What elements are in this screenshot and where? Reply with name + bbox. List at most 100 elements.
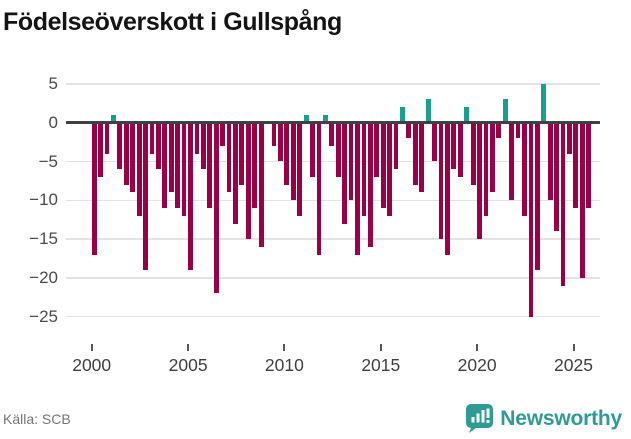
y-tick-label: −25: [29, 306, 58, 326]
bar-2022T1[interactable]: [515, 122, 521, 139]
bar-2025T3[interactable]: [586, 122, 592, 209]
bar-2015T1[interactable]: [380, 122, 386, 209]
bar-2020T3[interactable]: [489, 122, 495, 193]
bar-2019T3[interactable]: [470, 122, 476, 185]
bar-2006T3[interactable]: [220, 122, 226, 146]
bar-2005T3[interactable]: [200, 122, 206, 170]
y-tick-label: 5: [48, 73, 58, 93]
bar-2004T3[interactable]: [181, 122, 187, 216]
bar-2004T2[interactable]: [175, 122, 181, 209]
bar-2005T1[interactable]: [188, 122, 193, 271]
x-tick-label: 2025: [554, 355, 593, 375]
y-tick-label: −20: [29, 267, 58, 287]
bar-2021T1[interactable]: [496, 122, 502, 139]
bar-2000T2[interactable]: [98, 122, 103, 177]
bar-2013T3[interactable]: [355, 122, 360, 255]
bar-2001T2[interactable]: [117, 122, 123, 170]
x-tick-mark: [283, 344, 286, 351]
bar-2008T1[interactable]: [245, 122, 251, 240]
bar-2018T3[interactable]: [451, 122, 457, 170]
newsworthy-bubble-icon: [466, 404, 494, 433]
bar-2011T2[interactable]: [310, 122, 315, 177]
x-tick-mark: [90, 344, 93, 351]
source-label: Källa: SCB: [3, 411, 71, 427]
bar-2010T3[interactable]: [297, 122, 303, 216]
bar-2012T1[interactable]: [322, 114, 328, 123]
bar-2025T1[interactable]: [573, 122, 579, 209]
bar-2014T2[interactable]: [367, 122, 373, 247]
bar-2002T2[interactable]: [136, 122, 142, 216]
bar-2022T3[interactable]: [528, 122, 534, 317]
bar-2012T2[interactable]: [329, 122, 335, 146]
bar-2016T1[interactable]: [400, 107, 405, 123]
bar-2010T2[interactable]: [290, 122, 296, 201]
bar-2007T1[interactable]: [226, 122, 232, 193]
bar-2008T3[interactable]: [258, 122, 264, 247]
bar-2024T2[interactable]: [560, 122, 566, 286]
bar-2024T3[interactable]: [567, 122, 572, 154]
bar-2016T2[interactable]: [406, 122, 412, 139]
y-tick-label: −10: [29, 190, 58, 210]
bar-2015T3[interactable]: [393, 122, 399, 170]
bar-2008T2[interactable]: [252, 122, 258, 209]
bar-2002T1[interactable]: [130, 122, 136, 193]
bar-2021T3[interactable]: [509, 122, 515, 201]
bar-2011T1[interactable]: [303, 114, 309, 123]
bar-2021T2[interactable]: [502, 99, 508, 123]
bar-2016T3[interactable]: [412, 122, 418, 185]
x-tick-label: 2000: [72, 355, 112, 375]
newsworthy-logo[interactable]: Newsworthy: [466, 404, 622, 433]
gridline: [66, 199, 600, 202]
bar-2002T3[interactable]: [143, 122, 148, 271]
bar-2017T1[interactable]: [419, 122, 425, 193]
bar-2001T3[interactable]: [123, 122, 129, 185]
bar-2009T2[interactable]: [271, 122, 277, 146]
bar-2009T3[interactable]: [278, 122, 283, 162]
bar-2006T2[interactable]: [213, 122, 219, 294]
bar-2013T2[interactable]: [348, 122, 354, 201]
bar-2017T3[interactable]: [432, 122, 437, 162]
bar-2023T3[interactable]: [547, 122, 553, 201]
bar-2006T1[interactable]: [207, 122, 213, 209]
bar-2019T1[interactable]: [457, 122, 463, 177]
bar-2019T2[interactable]: [464, 107, 470, 123]
newsworthy-wordmark: Newsworthy: [500, 406, 622, 430]
bar-2023T2[interactable]: [541, 83, 547, 123]
x-tick-label: 2010: [264, 355, 304, 375]
bar-2014T3[interactable]: [374, 122, 380, 177]
bar-2007T2[interactable]: [233, 122, 238, 224]
bar-2020T2[interactable]: [483, 122, 489, 216]
bar-2003T2[interactable]: [155, 122, 161, 170]
y-tick-label: −15: [29, 229, 58, 249]
bar-2025T2[interactable]: [579, 122, 585, 278]
x-tick-mark: [476, 344, 479, 351]
bar-2004T1[interactable]: [168, 122, 174, 193]
bar-2013T1[interactable]: [342, 122, 348, 224]
bar-2014T1[interactable]: [361, 122, 367, 216]
bar-2007T3[interactable]: [239, 122, 245, 185]
bar-2012T3[interactable]: [335, 122, 341, 177]
x-tick-mark: [379, 344, 382, 351]
x-tick-label: 2015: [361, 355, 401, 375]
bar-2000T1[interactable]: [91, 122, 97, 255]
bar-2017T2[interactable]: [425, 99, 431, 123]
gridline: [66, 277, 600, 279]
bar-2003T3[interactable]: [162, 122, 168, 209]
bar-2001T1[interactable]: [111, 114, 116, 123]
bar-2000T3[interactable]: [104, 122, 110, 154]
bar-2023T1[interactable]: [534, 122, 540, 271]
gridline: [66, 238, 600, 240]
bar-2022T2[interactable]: [522, 122, 527, 216]
bar-2010T1[interactable]: [284, 122, 290, 185]
bar-2005T2[interactable]: [194, 122, 200, 154]
bar-2003T1[interactable]: [149, 122, 155, 154]
bar-2024T1[interactable]: [554, 122, 560, 232]
bar-2018T2[interactable]: [445, 122, 450, 255]
x-tick-label: 2020: [457, 355, 497, 375]
bar-2011T3[interactable]: [316, 122, 322, 255]
bar-2018T1[interactable]: [438, 122, 444, 240]
bar-2020T1[interactable]: [477, 122, 482, 240]
chart-title: Födelseöverskott i Gullspång: [3, 8, 342, 36]
bar-2015T2[interactable]: [387, 122, 393, 216]
